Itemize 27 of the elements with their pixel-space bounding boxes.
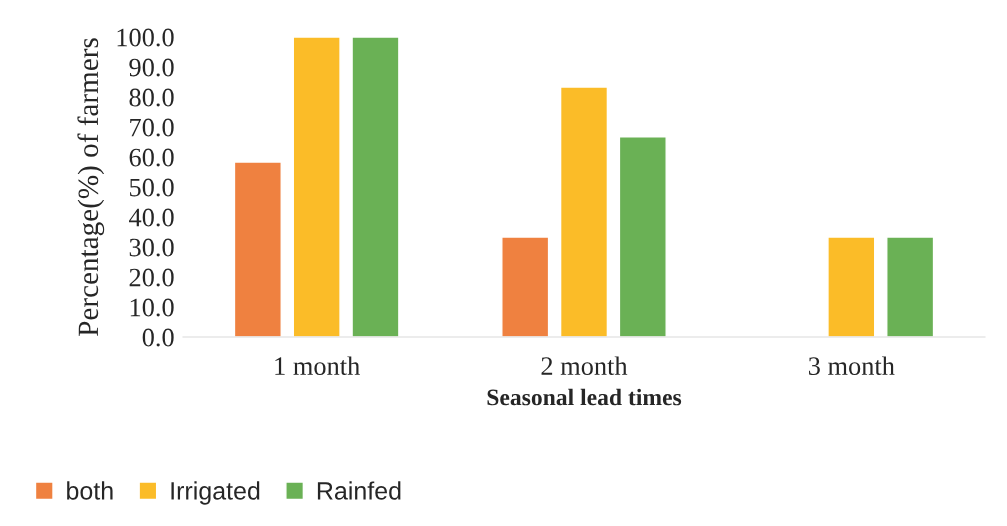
bar — [559, 86, 609, 337]
y-tick-label: 60.0 — [129, 148, 174, 167]
legend-label: Rainfed — [317, 481, 401, 500]
y-tick-label: 40.0 — [129, 208, 174, 227]
bar — [618, 136, 667, 337]
y-tick-label: 100.0 — [117, 28, 174, 47]
y-tick-label: 70.0 — [130, 118, 174, 137]
x-tick-label: 3 month — [808, 356, 895, 376]
bar — [233, 161, 282, 337]
y-axis-title: Percentage(%) of farmers — [77, 38, 105, 336]
x-axis-title: Seasonal lead times — [487, 388, 682, 406]
y-tick-label: 0.0 — [142, 328, 174, 347]
bar — [501, 236, 550, 337]
y-tick-label: 20.0 — [129, 268, 174, 287]
y-tick-label: 90.0 — [129, 58, 174, 77]
y-tick-label: 30.0 — [129, 238, 174, 257]
legend-label: Irrigated — [171, 481, 260, 505]
bar — [292, 37, 341, 337]
y-tick-label: 10.0 — [130, 298, 174, 317]
bar — [886, 236, 935, 337]
legend-label: both — [67, 481, 113, 500]
y-tick-label: 80.0 — [129, 88, 174, 107]
x-tick-label: 2 month — [541, 356, 628, 376]
bar — [351, 37, 400, 337]
x-tick-label: 1 month — [275, 356, 360, 376]
bar — [827, 236, 876, 337]
y-tick-label: 50.0 — [130, 178, 174, 197]
